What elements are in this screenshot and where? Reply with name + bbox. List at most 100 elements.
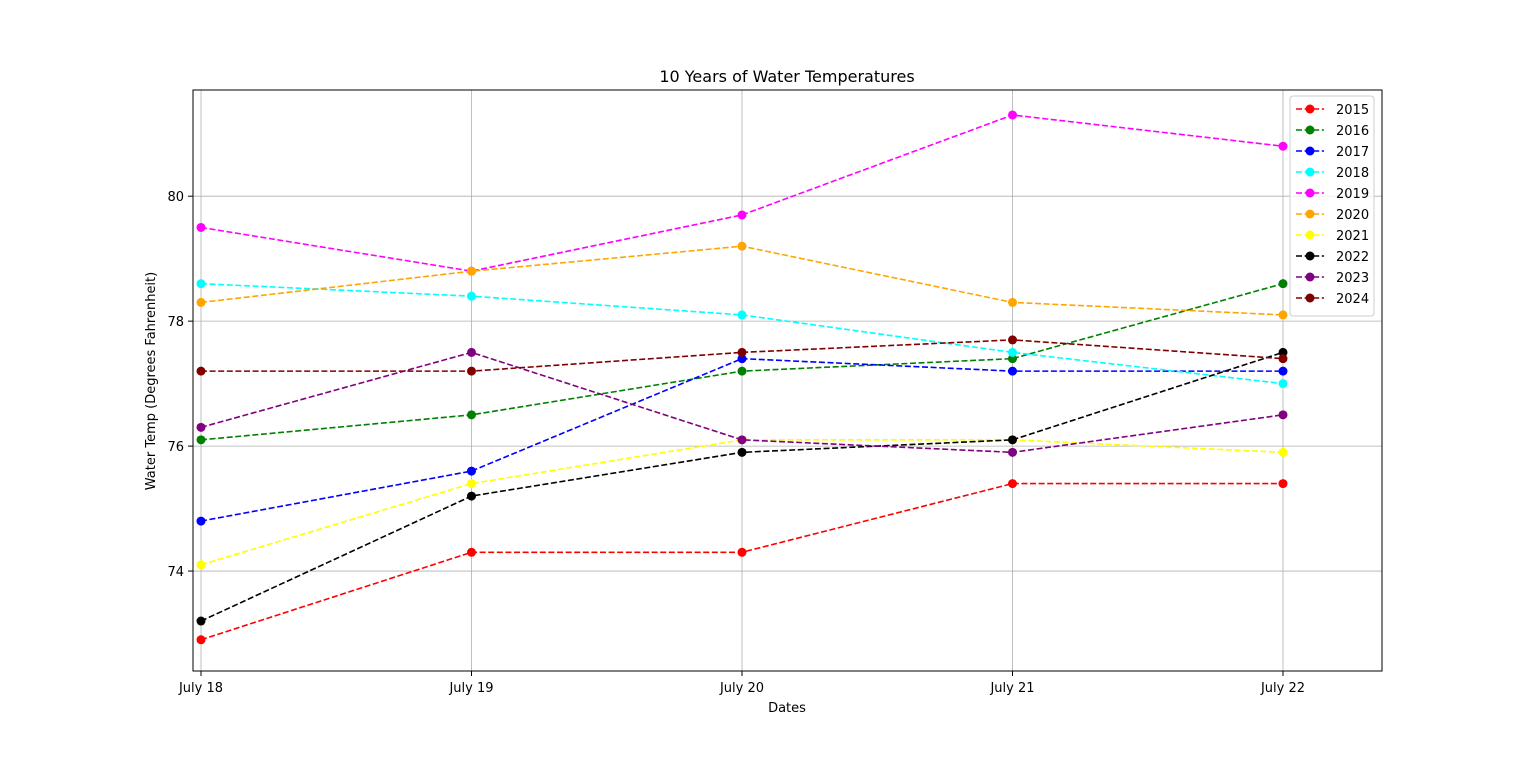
grid-lines — [193, 90, 1382, 671]
y-tick-label: 78 — [167, 315, 184, 330]
series-2020 — [196, 241, 1288, 320]
legend-item-2024: 2024 — [1296, 292, 1369, 307]
x-axis-label: Dates — [768, 701, 806, 716]
x-tick-label: July 20 — [719, 681, 764, 696]
legend-item-2021: 2021 — [1296, 229, 1369, 244]
series-2018 — [196, 279, 1288, 389]
legend-label: 2021 — [1336, 229, 1369, 244]
data-point — [467, 366, 476, 376]
data-point — [1278, 141, 1288, 151]
data-point — [467, 266, 476, 276]
data-point — [1008, 366, 1017, 376]
data-point — [1278, 447, 1288, 457]
data-point — [737, 354, 747, 364]
series-2024 — [196, 335, 1288, 376]
data-point — [467, 347, 476, 357]
data-point — [737, 241, 747, 251]
data-point — [737, 210, 747, 220]
legend-marker — [1305, 125, 1315, 135]
legend-item-2017: 2017 — [1296, 145, 1369, 160]
legend-item-2018: 2018 — [1296, 166, 1369, 181]
y-tick-label: 80 — [167, 190, 184, 205]
data-point — [467, 466, 476, 476]
data-point — [737, 447, 747, 457]
series-line — [200, 439, 1284, 566]
data-point — [1278, 347, 1288, 357]
data-point — [737, 435, 747, 445]
legend-marker — [1305, 293, 1315, 303]
data-point — [1278, 379, 1288, 389]
legend-marker — [1305, 146, 1315, 156]
data-point — [196, 222, 206, 232]
y-tick-label: 74 — [167, 565, 184, 580]
data-point — [1278, 310, 1288, 320]
y-axis-label: Water Temp (Degrees Fahrenheit) — [144, 272, 159, 490]
data-point — [196, 435, 206, 445]
series-2022 — [196, 347, 1288, 626]
data-point — [1278, 479, 1288, 489]
series-layer — [196, 110, 1288, 645]
y-axis-ticks: 74 76 78 80 — [167, 190, 193, 580]
y-tick-label: 76 — [167, 440, 184, 455]
legend-label: 2019 — [1336, 187, 1369, 202]
data-point — [196, 279, 206, 289]
legend-marker — [1305, 230, 1315, 240]
data-point — [196, 297, 206, 307]
legend-marker — [1305, 167, 1315, 177]
legend-label: 2017 — [1336, 145, 1369, 160]
legend-label: 2023 — [1336, 271, 1369, 286]
data-point — [467, 479, 476, 489]
legend: 2015 2016 2017 2018 2019 2020 2021 2022 2023 2024 — [1289, 95, 1375, 317]
data-point — [737, 547, 747, 557]
data-point — [1008, 435, 1017, 445]
data-point — [196, 635, 206, 645]
legend-item-2022: 2022 — [1296, 250, 1369, 265]
data-point — [1278, 366, 1288, 376]
x-tick-label: July 22 — [1260, 681, 1305, 696]
series-2016 — [196, 279, 1288, 445]
legend-marker — [1305, 209, 1315, 219]
legend-marker — [1305, 272, 1315, 282]
legend-label: 2018 — [1336, 166, 1369, 181]
data-point — [467, 291, 476, 301]
legend-item-2020: 2020 — [1296, 208, 1369, 223]
legend-label: 2022 — [1336, 250, 1369, 265]
x-tick-label: July 21 — [989, 681, 1034, 696]
plot-frame — [192, 89, 1383, 672]
legend-item-2019: 2019 — [1296, 187, 1369, 202]
series-2015 — [196, 479, 1288, 645]
data-point — [737, 347, 747, 357]
data-point — [196, 422, 206, 432]
legend-label: 2020 — [1336, 208, 1369, 223]
data-point — [1008, 347, 1017, 357]
data-point — [1278, 410, 1288, 420]
chart-title: 10 Years of Water Temperatures — [659, 67, 914, 86]
data-point — [196, 516, 206, 526]
series-line — [200, 114, 1284, 272]
data-point — [1008, 297, 1017, 307]
data-point — [1008, 447, 1017, 457]
legend-marker — [1305, 104, 1315, 114]
legend-label: 2016 — [1336, 124, 1369, 139]
data-point — [467, 410, 476, 420]
legend-item-2016: 2016 — [1296, 124, 1369, 139]
x-tick-label: July 19 — [448, 681, 493, 696]
legend-label: 2015 — [1336, 103, 1369, 118]
data-point — [467, 491, 476, 501]
data-point — [1008, 110, 1017, 120]
data-point — [737, 366, 747, 376]
data-point — [467, 547, 476, 557]
x-tick-label: July 18 — [178, 681, 223, 696]
data-point — [196, 366, 206, 376]
legend-label: 2024 — [1336, 292, 1369, 307]
data-point — [196, 560, 206, 570]
legend-item-2015: 2015 — [1296, 103, 1369, 118]
data-point — [1008, 335, 1017, 345]
data-point — [1278, 354, 1288, 364]
legend-item-2023: 2023 — [1296, 271, 1369, 286]
data-point — [1008, 354, 1017, 364]
data-point — [1008, 479, 1017, 489]
series-2017 — [196, 354, 1288, 526]
